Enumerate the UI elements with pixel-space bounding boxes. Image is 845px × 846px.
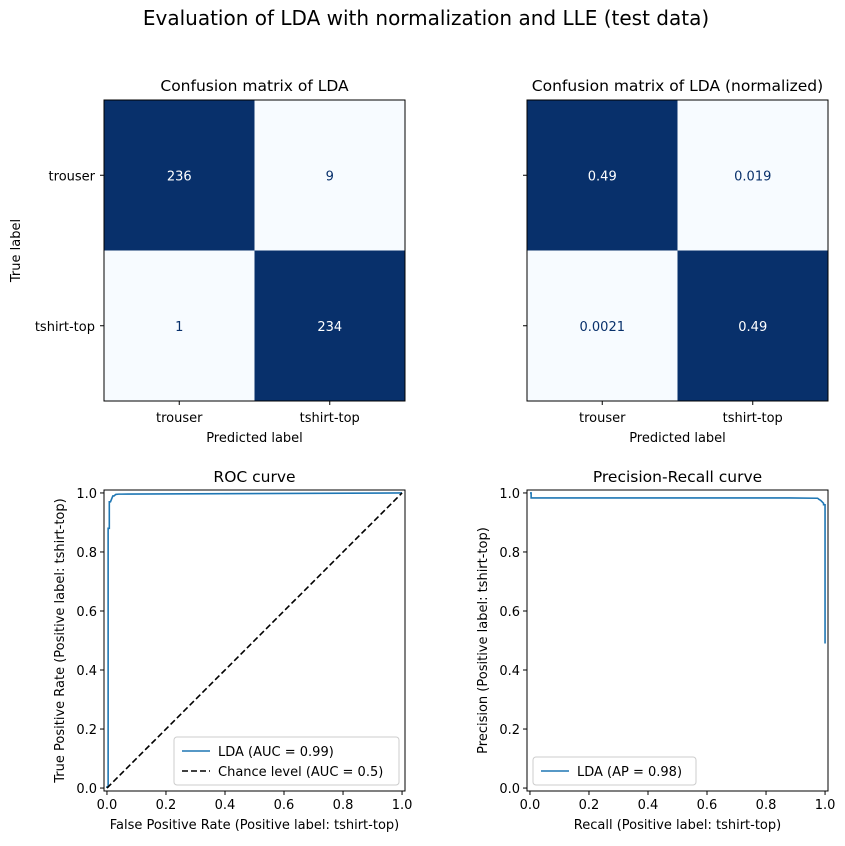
x-tick-label: 0.8 <box>333 798 354 813</box>
plot-frame <box>103 99 406 402</box>
chance-line <box>106 492 403 789</box>
x-tick-label: 0.4 <box>215 798 236 813</box>
x-tick-label: tshirt-top <box>300 411 360 426</box>
x-tick-label: 0.0 <box>520 798 541 813</box>
y-tick-label: 0.2 <box>76 723 97 738</box>
cell-value: 234 <box>317 320 342 335</box>
y-axis-label: Precision (Positive label: tshirt-top) <box>476 527 491 754</box>
x-tick-label: trouser <box>579 411 626 426</box>
x-tick-label: 0.8 <box>756 798 777 813</box>
matrix-cell <box>104 100 255 251</box>
cell-value: 9 <box>326 169 334 184</box>
matrix-cell <box>677 100 828 251</box>
matrix-cell <box>527 100 678 251</box>
x-tick-label: 0.0 <box>97 798 118 813</box>
figure-title: Evaluation of LDA with normalization and… <box>143 6 709 30</box>
x-tick-label: 0.4 <box>638 798 659 813</box>
y-tick-label: 0.0 <box>76 782 97 797</box>
x-tick-label: 1.0 <box>392 798 413 813</box>
panel-cmn: 0.49 0.019 0.0021 0.49 trouser tshirt-top Pred… <box>523 77 829 446</box>
y-tick-label: 0.4 <box>76 664 97 679</box>
x-tick-label: 0.2 <box>156 798 177 813</box>
y-tick-label: 0.6 <box>76 605 97 620</box>
cell-value: 0.49 <box>738 320 767 335</box>
cell-value: 1 <box>175 320 183 335</box>
y-tick-label: trouser <box>49 169 96 184</box>
plot-frame <box>526 99 829 402</box>
x-tick-label: 0.6 <box>697 798 718 813</box>
x-tick-label: 1.0 <box>815 798 836 813</box>
panel-roc: 0.0 0.2 0.4 0.6 0.8 1.0 0.0 0.2 0.4 0.6 0.8 1.0 Fals… <box>53 468 412 833</box>
legend-entry: LDA (AUC = 0.99) <box>218 745 334 760</box>
x-tick-label: 0.2 <box>579 798 600 813</box>
matrix-cell <box>527 250 678 401</box>
cell-value: 0.49 <box>588 169 617 184</box>
panel-title: Confusion matrix of LDA <box>160 77 349 95</box>
plot-frame <box>103 489 406 792</box>
y-tick-label: tshirt-top <box>35 320 95 335</box>
x-axis-label: Predicted label <box>206 431 303 446</box>
y-tick-label: 0.2 <box>499 723 520 738</box>
x-axis-label: Recall (Positive label: tshirt-top) <box>574 818 781 833</box>
legend: LDA (AUC = 0.99) Chance level (AUC = 0.5) <box>173 736 400 786</box>
panel-title: Confusion matrix of LDA (normalized) <box>532 77 823 95</box>
matrix-cell <box>104 250 255 401</box>
matrix-cell <box>254 250 405 401</box>
y-tick-label: 0.8 <box>499 546 520 561</box>
curve-line <box>106 492 403 789</box>
cell-value: 0.0021 <box>580 320 626 335</box>
panel-pr: 0.0 0.2 0.4 0.6 0.8 1.0 0.0 0.2 0.4 0.6 0.8 1.0 Reca… <box>476 468 835 833</box>
cell-value: 0.019 <box>734 169 771 184</box>
y-tick-label: 0.6 <box>499 605 520 620</box>
matrix-cell <box>677 250 828 401</box>
y-tick-label: 1.0 <box>499 487 520 502</box>
x-tick-label: trouser <box>156 411 203 426</box>
y-tick-label: 0.0 <box>499 782 520 797</box>
x-tick-label: 0.6 <box>274 798 295 813</box>
legend-entry: Chance level (AUC = 0.5) <box>218 765 383 780</box>
curve-line <box>529 492 826 644</box>
y-axis-label: True Positive Rate (Positive label: tshi… <box>53 498 68 783</box>
legend-box <box>532 756 697 786</box>
y-tick-label: 1.0 <box>76 487 97 502</box>
y-tick-label: 0.4 <box>499 664 520 679</box>
plot-frame <box>526 489 829 792</box>
panel-title: ROC curve <box>213 468 295 486</box>
panel-title: Precision-Recall curve <box>593 468 762 486</box>
matrix-cell <box>254 100 405 251</box>
legend: LDA (AP = 0.98) <box>532 756 697 786</box>
panel-cm: 236 9 1 234 trouser tshirt-top trouser tshirt-t… <box>9 77 406 446</box>
x-tick-label: tshirt-top <box>723 411 783 426</box>
cell-value: 236 <box>167 169 192 184</box>
x-axis-label: False Positive Rate (Positive label: tsh… <box>110 818 399 833</box>
legend-entry: LDA (AP = 0.98) <box>577 765 682 780</box>
legend-box <box>173 736 400 786</box>
y-tick-label: 0.8 <box>76 546 97 561</box>
x-axis-label: Predicted label <box>629 431 726 446</box>
y-axis-label: True label <box>9 219 24 283</box>
